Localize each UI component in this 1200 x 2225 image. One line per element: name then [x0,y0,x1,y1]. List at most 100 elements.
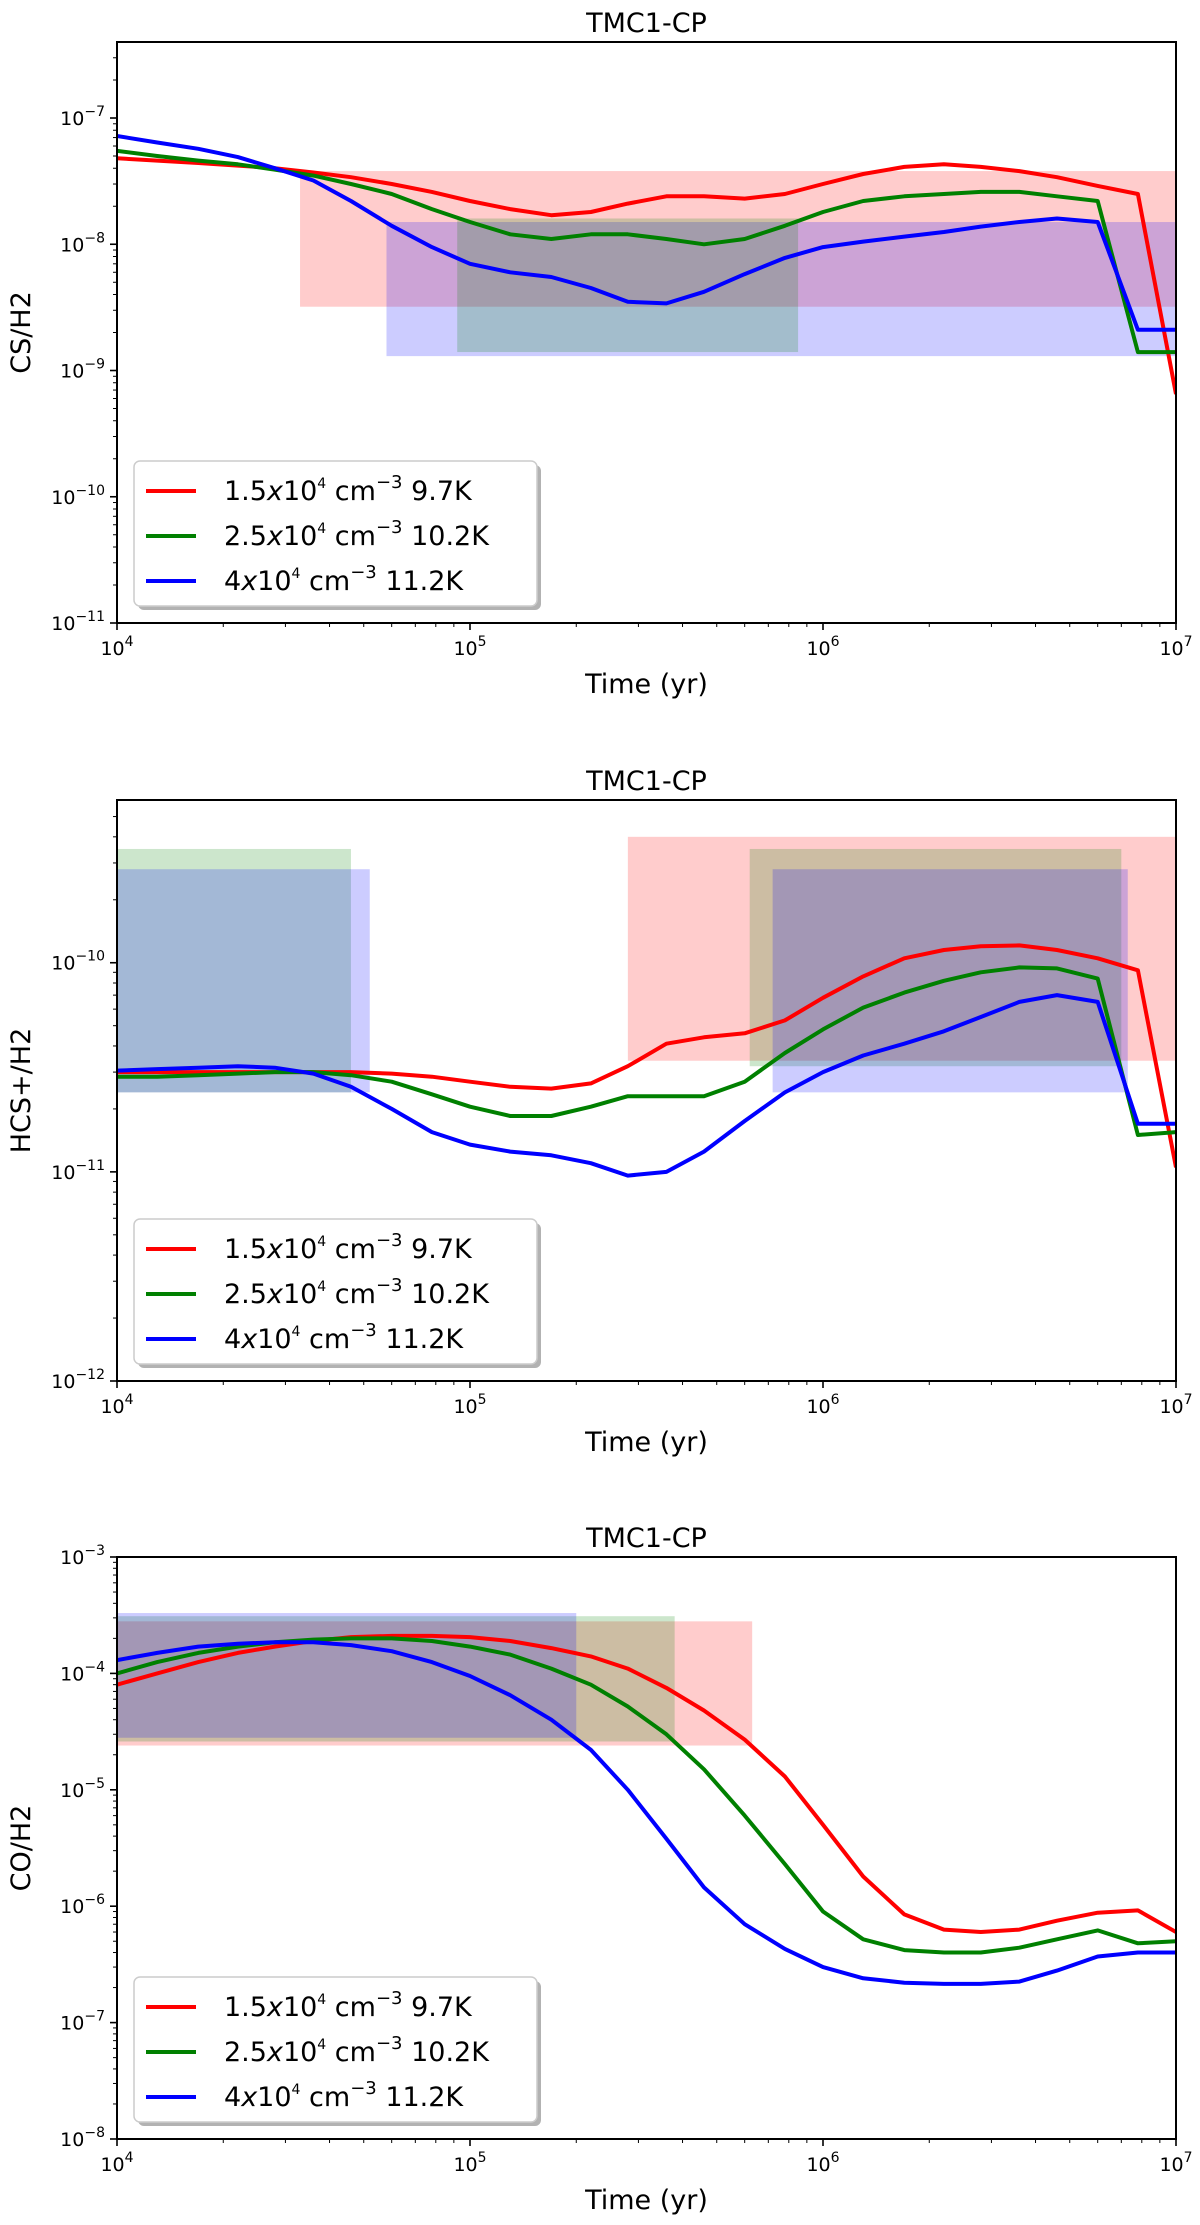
legend-density-exp: 4 [292,566,301,582]
y-tick-label: 10−3 [60,1543,105,1569]
legend-temp: 9.7K [403,1992,474,2023]
x-tick-label: 106 [806,1392,839,1418]
x-axis-label: Time (yr) [584,1427,708,1458]
legend-times: x [266,476,284,507]
y-tick-exp: −11 [75,609,105,625]
legend-mantissa: 10 [283,1279,317,1310]
y-tick-exp: −12 [75,1367,105,1383]
chart-title: TMC1-CP [585,766,707,797]
legend-unit: cm [326,1234,376,1265]
x-tick-base: 10 [453,638,477,660]
y-tick-exp: −9 [84,357,105,373]
legend-temp: 10.2K [403,2037,491,2068]
y-tick-base: 10 [51,953,75,975]
x-axis-label: Time (yr) [584,669,708,700]
legend-unit: cm [326,1279,376,1310]
legend-mantissa: 10 [283,521,317,552]
legend-prefix: 1.5 [224,1992,267,2023]
y-tick-label: 10−11 [51,1158,105,1184]
legend-mantissa: 10 [283,1992,317,2023]
axes-frame [116,1556,1177,2140]
legend-unit-exp: −3 [376,2033,403,2054]
y-tick-exp: −7 [84,2009,105,2025]
series-line-1 [117,156,1176,395]
legend-times: x [240,2082,258,2113]
y-tick-base: 10 [60,1663,84,1685]
legend-entry-label: 1.5x104 cm−3 9.7K [224,1988,473,2023]
legend-density-exp: 4 [317,1992,326,2008]
x-tick-label: 104 [100,1392,133,1418]
y-tick-label: 10−8 [60,230,105,256]
legend-prefix: 2.5 [224,521,267,552]
x-tick-base: 10 [453,1396,477,1418]
legend-prefix: 2.5 [224,1279,267,1310]
x-tick-label: 104 [100,2150,133,2176]
legend-box [133,1218,538,1365]
y-tick-exp: −3 [84,1543,105,1559]
chart-title: TMC1-CP [585,1523,707,1554]
legend-times: x [240,1324,258,1355]
legend-temp: 11.2K [377,566,465,597]
x-tick-label: 107 [1159,1392,1192,1418]
legend-mantissa: 10 [283,2037,317,2068]
axes-frame [116,799,1177,1382]
x-tick-base: 10 [100,1396,124,1418]
x-tick-exp: 7 [1184,634,1193,650]
legend-unit: cm [300,566,350,597]
y-tick-exp: −11 [75,1158,105,1174]
chart-panel-1: 104 105 106 10710−1110−1010−910−810−7TMC1-C… [6,8,1193,700]
legend-prefix: 1.5 [224,476,267,507]
x-tick-base: 10 [100,2154,124,2176]
legend-mantissa: 10 [257,566,291,597]
legend-temp: 11.2K [377,2082,465,2113]
y-tick-label: 10−8 [60,2125,105,2151]
legend-unit-exp: −3 [350,562,377,583]
legend-times: x [266,1279,284,1310]
legend: 1.5x104 cm−3 9.7K2.5x104 cm−3 10.2K4x104… [133,1976,541,2126]
legend-unit-exp: −3 [350,1320,377,1341]
y-tick-exp: −8 [84,2125,105,2141]
x-tick-exp: 7 [1184,1392,1193,1408]
legend-unit: cm [326,1992,376,2023]
x-tick-exp: 6 [831,2150,840,2166]
y-tick-base: 10 [60,234,84,256]
legend-prefix: 4 [224,1324,241,1355]
legend-unit-exp: −3 [376,517,403,538]
plot-area [117,134,1176,395]
chart-title: TMC1-CP [585,8,707,39]
x-tick-label: 106 [806,634,839,660]
x-tick-exp: 5 [478,634,487,650]
x-tick-exp: 5 [478,2150,487,2166]
legend-unit: cm [326,2037,376,2068]
plot-area [117,1613,1176,1986]
x-tick-base: 10 [1159,638,1183,660]
y-tick-base: 10 [60,2013,84,2035]
shaded-region [627,836,1176,1061]
y-tick-base: 10 [51,487,75,509]
legend-times: x [266,521,284,552]
legend-temp: 10.2K [403,521,491,552]
y-tick-exp: −4 [84,1659,105,1675]
y-tick-label: 10−10 [51,483,105,509]
legend-entry-label: 2.5x104 cm−3 10.2K [224,2033,490,2068]
x-tick-exp: 4 [125,634,134,650]
legend-temp: 9.7K [403,1234,474,1265]
y-tick-label: 10−7 [60,104,105,130]
x-tick-label: 105 [453,1392,486,1418]
legend-temp: 10.2K [403,1279,491,1310]
legend-times: x [240,566,258,597]
y-axis-label: HCS+/H2 [6,1028,37,1154]
legend: 1.5x104 cm−3 9.7K2.5x104 cm−3 10.2K4x104… [133,1218,541,1368]
plot-area [117,836,1176,1178]
x-tick-exp: 5 [478,1392,487,1408]
x-tick-label: 105 [453,2150,486,2176]
legend-density-exp: 4 [317,1279,326,1295]
legend-density-exp: 4 [317,521,326,537]
legend-prefix: 2.5 [224,2037,267,2068]
legend-entry-label: 4x104 cm−3 11.2K [224,562,464,597]
y-tick-base: 10 [60,1547,84,1569]
x-tick-base: 10 [1159,2154,1183,2176]
legend-unit-exp: −3 [376,1230,403,1251]
shaded-region [117,869,370,1093]
shaded-region [117,1613,577,1738]
